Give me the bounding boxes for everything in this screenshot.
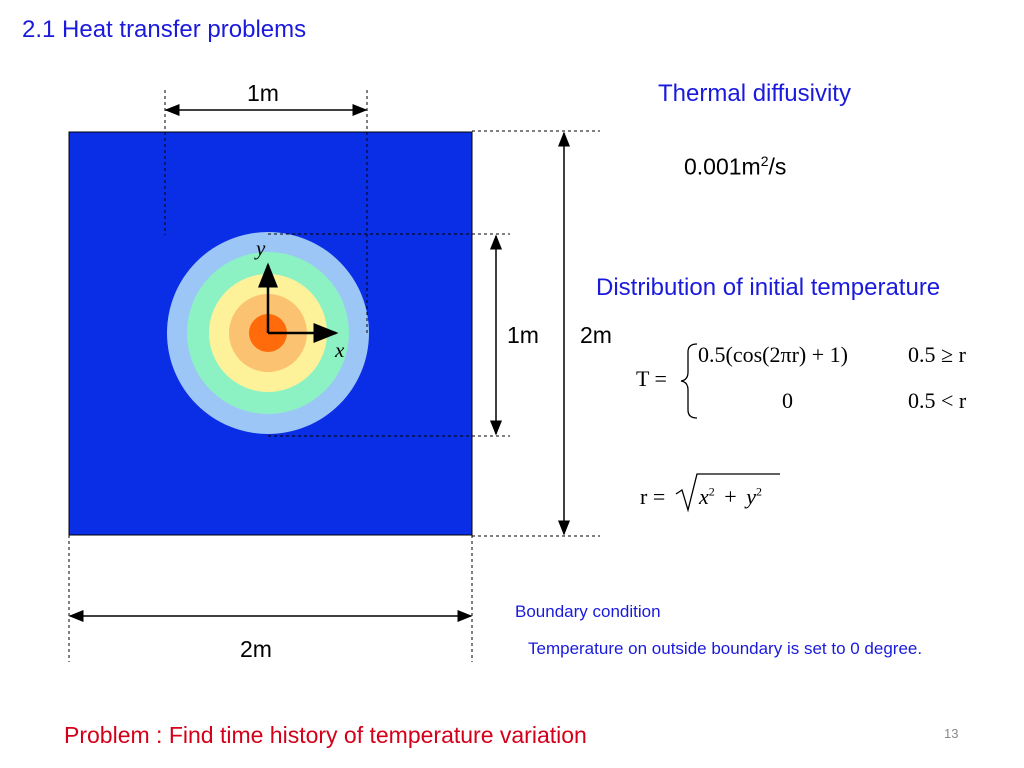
boundary-condition-heading: Boundary condition <box>515 602 661 621</box>
equation-r-radicand: x2 + y2 <box>699 484 762 510</box>
axis-y-label: y <box>256 236 266 260</box>
equation-case2-expression: 0 <box>782 388 793 413</box>
equation-r-y: y <box>746 484 756 509</box>
axis-x-label: x <box>335 338 345 362</box>
boundary-condition-text: Temperature on outside boundary is set t… <box>528 639 923 658</box>
page-number: 13 <box>944 726 959 741</box>
sqrt-symbol <box>675 473 780 513</box>
dim-label-outer-right: 2m <box>580 322 612 348</box>
equation-case1-condition: 0.5 ≥ r <box>908 342 966 367</box>
piecewise-brace <box>680 343 698 419</box>
equation-r-x-exp: 2 <box>708 484 715 499</box>
dim-label-top: 1m <box>247 80 279 106</box>
equation-r-lhs: r = <box>640 484 666 509</box>
problem-statement: Problem : Find time history of temperatu… <box>64 722 587 748</box>
page-title: 2.1 Heat transfer problems <box>22 16 307 43</box>
dim-label-inner-right: 1m <box>507 322 539 348</box>
dim-label-bottom: 2m <box>240 636 272 662</box>
thermal-value-prefix: 0.001m <box>684 153 761 180</box>
thermal-value-suffix: /s <box>768 153 787 180</box>
equation-case1-expression: 0.5(cos(2πr) + 1) <box>698 342 848 367</box>
equation-r-x: x <box>699 484 709 509</box>
equation-T-label: T = <box>636 366 667 391</box>
equation-case2-condition: 0.5 < r <box>908 388 967 413</box>
equation-r-y-exp: 2 <box>755 484 762 499</box>
equation-r-plus: + <box>724 484 737 509</box>
initial-temperature-heading: Distribution of initial temperature <box>596 274 941 301</box>
thermal-diffusivity-heading: Thermal diffusivity <box>658 80 851 107</box>
thermal-diffusivity-value: 0.001m2/s <box>684 153 786 181</box>
thermal-value-sup: 2 <box>760 153 769 169</box>
